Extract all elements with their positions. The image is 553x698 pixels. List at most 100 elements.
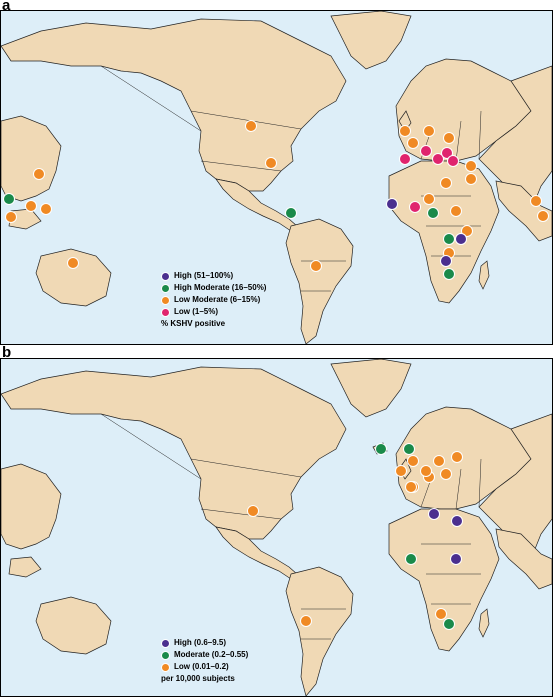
arabia-india [495,180,552,242]
map-marker [443,268,455,280]
legend-label-moderate: Moderate (0.2–0.55) [174,650,249,659]
kshv-prevalence-markers [3,120,549,280]
legend-panel-a: High (51–100%) High Moderate (16–50%) Lo… [161,270,266,330]
legend-item-high: High (0.6–9.5) [161,637,248,649]
map-marker [440,177,452,189]
asia-west [478,65,552,212]
map-marker [447,155,459,167]
legend-label-low: Low (1–5%) [174,307,219,316]
africa [388,508,500,652]
map-marker [420,465,432,477]
map-marker [435,608,447,620]
map-marker [405,481,417,493]
map-marker [405,553,417,565]
legend-unit-text: % KSHV positive [161,319,226,328]
legend-swatch-moderate [161,650,170,660]
panel-b-label: b [2,344,12,361]
map-marker [5,211,17,223]
madagascar [478,260,490,290]
legend-label-low-moderate: Low Moderate (6–15%) [174,295,261,304]
australia [35,596,112,655]
map-marker [443,132,455,144]
country-borders [100,65,482,292]
australia [35,248,112,307]
map-marker [407,455,419,467]
map-marker [433,455,445,467]
map-marker [465,173,477,185]
legend-label-low: Low (0.01–0.2) [174,662,229,671]
map-marker [423,125,435,137]
map-marker [40,203,52,215]
map-marker [441,147,453,159]
map-marker [423,193,435,205]
world-map-b-svg [1,359,552,696]
map-marker [245,120,257,132]
legend-label-high: High (0.6–9.5) [174,638,227,647]
legend-swatch-low-moderate [161,295,170,305]
map-marker [461,225,473,237]
map-marker [432,153,444,165]
world-map-panel-b: High (0.6–9.5) Moderate (0.2–0.55) Low (… [0,358,553,697]
map-marker [451,515,463,527]
map-marker [403,443,415,455]
south-america [285,566,354,696]
map-marker [409,201,421,213]
map-marker [247,505,259,517]
legend-panel-b: High (0.6–9.5) Moderate (0.2–0.55) Low (… [161,637,248,685]
map-marker [450,553,462,565]
legend-unit-note: % KSHV positive [161,318,266,330]
map-marker [428,508,440,520]
north-america [1,366,347,540]
east-asia [1,463,62,550]
greenland [330,359,412,418]
map-marker [420,145,432,157]
greenland [330,11,412,70]
legend-item-high-moderate: High Moderate (16–50%) [161,282,266,294]
asia-west [478,413,552,560]
north-america [1,18,347,192]
map-marker [530,195,542,207]
legend-swatch-high [161,638,170,648]
panel-a-label: a [2,0,11,14]
map-marker [450,205,462,217]
map-marker [443,233,455,245]
incidence-markers [247,443,463,630]
map-marker [3,193,15,205]
map-marker [399,125,411,137]
world-map-panel-a: High (51–100%) High Moderate (16–50%) Lo… [0,10,553,345]
legend-unit-text: per 10,000 subjects [161,674,235,683]
legend-item-low: Low (1–5%) [161,306,266,318]
legend-label-high-moderate: High Moderate (16–50%) [174,283,267,292]
madagascar [478,608,490,638]
map-marker [33,168,45,180]
legend-item-low-moderate: Low Moderate (6–15%) [161,294,266,306]
arabia-india [495,528,552,590]
world-map-a-svg [1,11,552,344]
east-asia [1,115,62,202]
map-marker [386,198,398,210]
map-marker [399,153,411,165]
map-marker [455,233,467,245]
map-marker [67,257,79,269]
legend-label-high: High (51–100%) [174,271,234,280]
map-marker [375,443,387,455]
legend-unit-note: per 10,000 subjects [161,673,248,685]
landmasses [1,359,552,696]
map-marker [265,157,277,169]
map-marker [443,618,455,630]
legend-swatch-high [161,271,170,281]
map-marker [300,615,312,627]
map-marker [25,200,37,212]
legend-swatch-low [161,662,170,672]
country-borders [100,413,482,640]
map-marker [427,207,439,219]
map-marker [465,160,477,172]
legend-swatch-high-moderate [161,283,170,293]
map-marker [451,451,463,463]
map-marker [440,255,452,267]
south-america [285,218,354,344]
map-marker [440,468,452,480]
map-marker [285,207,297,219]
legend-item-low: Low (0.01–0.2) [161,661,248,673]
legend-item-moderate: Moderate (0.2–0.55) [161,649,248,661]
